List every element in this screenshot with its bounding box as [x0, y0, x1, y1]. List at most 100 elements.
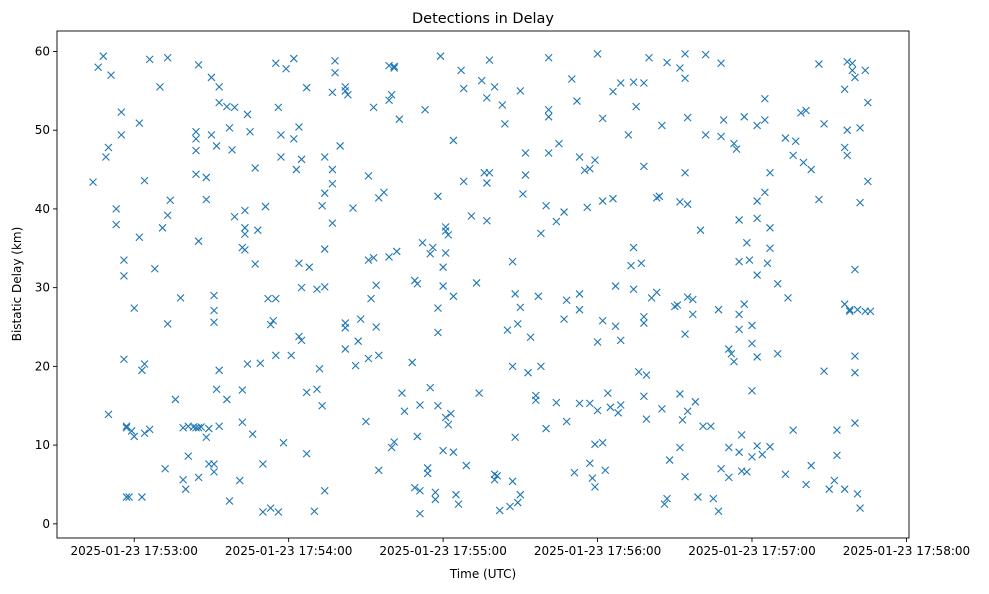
data-point	[408, 358, 417, 367]
data-point	[748, 321, 756, 330]
data-point	[519, 190, 527, 198]
data-point	[724, 473, 733, 482]
data-point	[748, 339, 756, 348]
data-point	[117, 131, 126, 139]
data-point	[856, 504, 864, 512]
x-tick-label: 2025-01-23 17:53:00	[70, 544, 197, 558]
data-point	[629, 78, 638, 87]
data-point	[851, 73, 859, 82]
data-point	[601, 466, 610, 475]
data-point	[277, 153, 285, 161]
data-point	[253, 226, 262, 235]
data-point	[434, 304, 442, 313]
data-point	[192, 127, 200, 136]
data-point	[215, 366, 224, 375]
data-point	[194, 237, 203, 246]
x-tick-label: 2025-01-23 17:54:00	[225, 544, 352, 558]
data-point	[802, 480, 810, 489]
data-point	[542, 424, 550, 433]
data-point	[616, 401, 625, 409]
data-point	[207, 73, 216, 82]
data-point	[364, 256, 373, 264]
data-point	[287, 351, 296, 360]
data-point	[735, 216, 744, 224]
data-point	[423, 469, 432, 478]
data-point	[760, 116, 769, 124]
data-point	[140, 429, 149, 438]
data-point	[681, 472, 689, 481]
data-point	[449, 292, 458, 301]
data-point	[560, 208, 568, 216]
data-point	[364, 171, 373, 180]
data-point	[735, 325, 744, 334]
data-point	[585, 399, 594, 408]
data-point	[632, 102, 641, 111]
data-point	[791, 137, 800, 146]
data-point	[482, 179, 491, 187]
data-point	[691, 397, 700, 406]
data-point	[238, 418, 247, 427]
data-point	[289, 54, 298, 63]
data-point	[320, 189, 329, 198]
data-point	[166, 196, 175, 205]
data-point	[313, 385, 321, 394]
data-point	[676, 197, 684, 206]
data-point	[637, 259, 646, 268]
x-axis: 2025-01-23 17:53:00 2025-01-23 17:54:00 20…	[70, 538, 970, 558]
data-point	[634, 367, 643, 376]
data-point	[120, 271, 128, 280]
data-point	[328, 179, 337, 188]
data-point	[760, 188, 769, 197]
data-point	[616, 79, 625, 87]
data-point	[475, 389, 484, 398]
data-point	[799, 158, 808, 167]
data-point	[781, 134, 790, 142]
data-point	[724, 345, 733, 353]
data-point	[575, 399, 584, 408]
data-point	[797, 108, 805, 117]
data-point	[259, 460, 267, 468]
data-point	[740, 112, 749, 121]
data-point	[639, 162, 648, 171]
data-point	[737, 430, 746, 439]
data-point	[279, 438, 288, 447]
data-point	[688, 295, 697, 304]
data-point	[681, 168, 689, 177]
data-point	[606, 403, 615, 412]
data-point	[302, 388, 311, 397]
data-point	[328, 219, 337, 227]
data-point	[727, 349, 736, 358]
data-point	[544, 149, 553, 157]
data-point	[856, 198, 864, 207]
data-point	[210, 460, 218, 468]
data-point	[477, 76, 486, 85]
data-point	[678, 416, 687, 424]
data-point	[241, 206, 249, 215]
data-point	[753, 353, 762, 361]
y-axis: 0 10 20 30 40 50 60	[35, 44, 57, 531]
data-point	[508, 362, 517, 371]
data-point	[398, 389, 406, 398]
data-point	[138, 366, 146, 375]
data-point	[845, 305, 854, 314]
data-point	[374, 351, 383, 360]
data-point	[426, 249, 435, 258]
data-point	[642, 415, 651, 424]
data-point	[241, 245, 249, 254]
data-point	[125, 493, 133, 501]
data-point	[467, 212, 476, 220]
data-point	[122, 423, 131, 432]
data-point	[570, 468, 579, 477]
data-point	[542, 201, 550, 210]
data-point	[444, 231, 453, 239]
data-point	[145, 425, 154, 434]
data-point	[413, 432, 422, 441]
data-point	[315, 364, 324, 373]
data-point	[830, 476, 839, 485]
data-point	[235, 476, 244, 485]
data-point	[732, 145, 741, 153]
data-point	[320, 486, 329, 495]
data-point	[851, 352, 859, 361]
data-point	[516, 303, 525, 312]
data-point	[815, 195, 823, 204]
